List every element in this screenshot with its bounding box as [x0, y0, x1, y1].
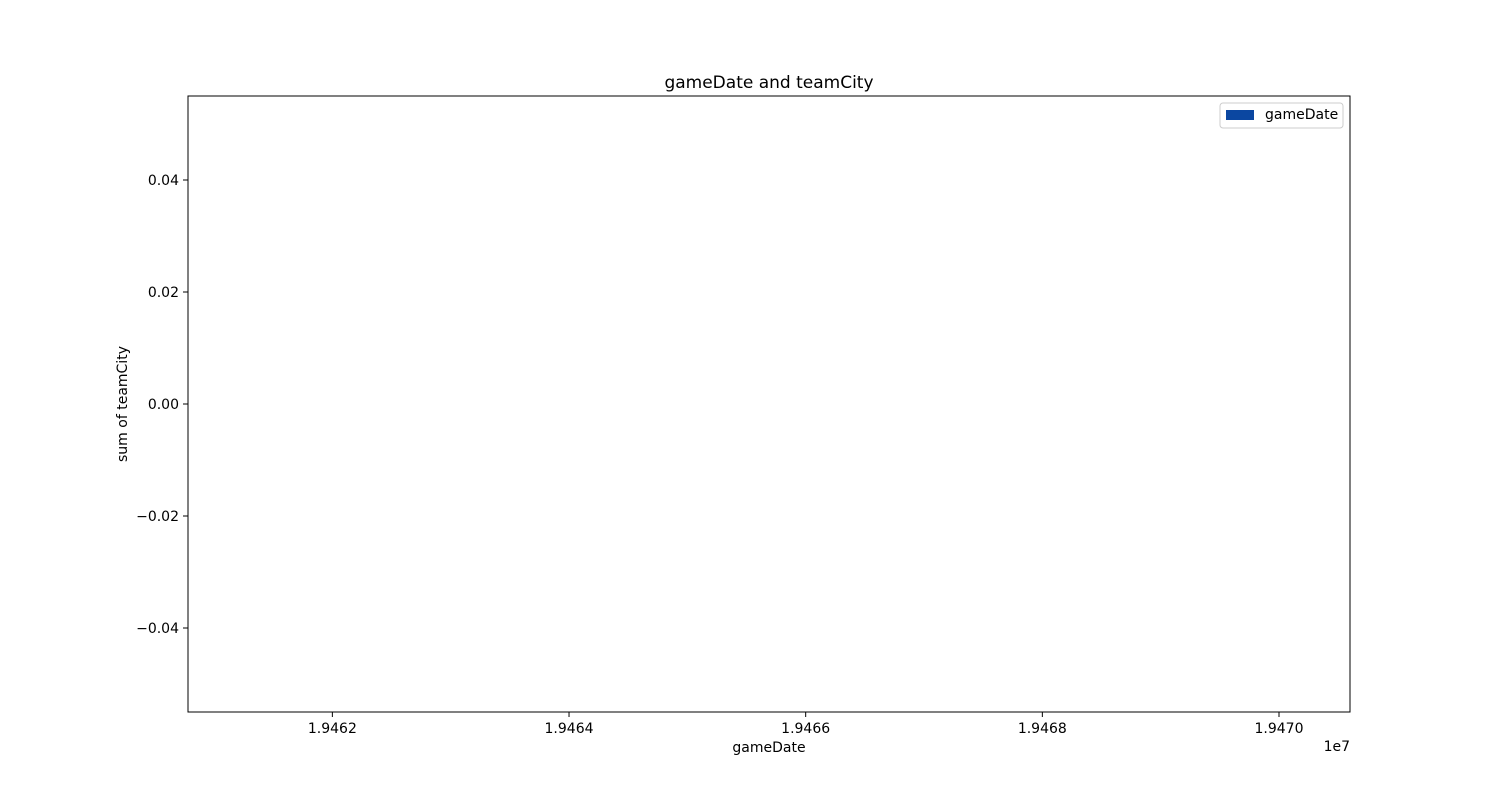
chart-title: gameDate and teamCity — [664, 73, 873, 93]
x-tick-label: 1.9464 — [545, 721, 594, 737]
y-axis: 0.04 0.02 0.00 −0.02 −0.04 — [136, 173, 188, 637]
x-tick-label: 1.9470 — [1255, 721, 1304, 737]
y-tick-label: 0.04 — [148, 173, 179, 189]
x-tick-label: 1.9468 — [1018, 721, 1067, 737]
x-offset-label: 1e7 — [1324, 739, 1350, 755]
x-tick-label: 1.9466 — [781, 721, 830, 737]
legend-swatch — [1226, 110, 1254, 120]
plot-area — [188, 96, 1350, 712]
y-tick-label: 0.00 — [148, 397, 179, 413]
y-axis-label: sum of teamCity — [115, 346, 131, 462]
legend-label: gameDate — [1265, 107, 1338, 123]
y-tick-label: −0.02 — [136, 509, 179, 525]
y-tick-label: −0.04 — [136, 621, 179, 637]
plot-frame — [187, 95, 1351, 713]
legend: gameDate — [1219, 102, 1344, 129]
legend-box — [1219, 102, 1344, 129]
x-axis: 1.9462 1.9464 1.9466 1.9468 1.9470 — [308, 712, 1304, 737]
x-axis-label: gameDate — [732, 740, 805, 756]
x-tick-label: 1.9462 — [308, 721, 357, 737]
y-tick-label: 0.02 — [148, 285, 179, 301]
